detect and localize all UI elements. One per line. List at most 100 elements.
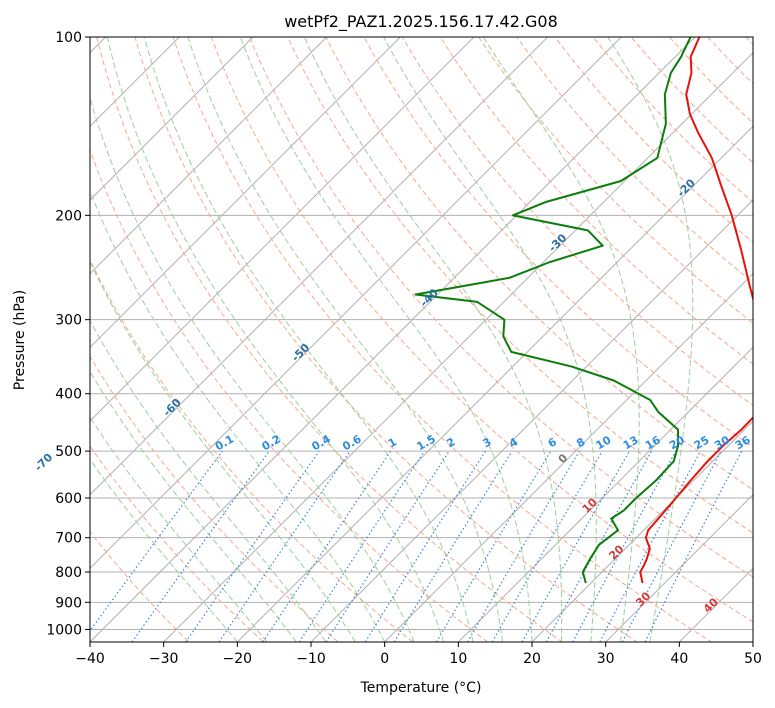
y-tick-label: 400 [55,387,82,403]
x-tick-label: 20 [523,651,541,667]
dry-adiabat-line [90,258,414,642]
mixing-ratio-label: 13 [621,433,641,452]
isotherm-line [605,493,753,642]
dry-adiabat-line [401,37,753,406]
dry-adiabat-label: -50 [289,341,312,364]
moist-adiabat-line [187,37,504,642]
moist-adiabat-line [90,319,327,642]
isotherm-line [752,641,753,642]
mixing-ratio-label: 3 [480,435,493,450]
mixing-ratio-line [545,450,653,642]
mixing-ratio-line [644,450,743,642]
dry-adiabat-label: -70 [32,451,55,474]
isotherm-line [90,37,254,201]
mixing-ratio-label: 0.1 [213,432,236,453]
profile-lines [414,37,753,584]
mixing-ratio-label: 16 [643,433,663,452]
mixing-ratio-label: 1 [386,435,399,450]
moist-adiabat-line [90,370,297,642]
dry-adiabat-line [516,37,753,284]
isotherm-line [678,567,753,642]
dry-adiabat-label: -60 [161,396,184,419]
moist-adiabat-line [239,37,533,642]
isotherm-line [531,420,753,642]
mixing-ratio-label: 36 [733,433,753,452]
mixing-ratio-line [218,450,351,642]
x-tick-label: 10 [449,651,467,667]
mixing-ratio-line [435,450,552,642]
x-tick-label: −20 [223,651,253,667]
isotherm-line [90,37,696,642]
moist-adiabat-line [90,96,415,642]
dry-adiabat-line [90,148,489,642]
dry-adiabat-line [90,355,339,642]
y-tick-label: 100 [55,30,82,46]
dry-adiabat-line [325,37,753,491]
mixing-ratio-line [521,450,631,642]
isotherm-line [457,346,753,642]
mixing-ratio-label: 0.2 [260,432,283,453]
dry-adiabat-line [134,37,638,642]
isotherm-line [90,37,549,496]
y-tick-label: 600 [55,491,82,507]
mixing-ratio-label: 1.5 [414,432,437,453]
background-lines [90,37,753,642]
isotherm-line [310,199,753,642]
isotherm-line [236,125,753,642]
temperature-line [639,37,753,584]
isotherm-line [384,272,753,642]
mixing-ratio-label: 2 [444,435,457,450]
y-axis-label: Pressure (hPa) [12,290,28,390]
dry-adiabat-label: -30 [546,231,569,254]
moist-adiabat-line [90,416,268,642]
mixing-ratio-label: 30 [712,433,732,452]
dry-adiabat-line [249,37,753,578]
y-tick-label: 200 [55,208,82,224]
mixing-ratio-line [185,450,320,642]
mixing-ratio-label: 0.6 [340,432,364,453]
dry-adiabat-label: -20 [675,176,698,199]
mixing-ratio-label: 10 [594,433,614,452]
mixing-ratio-line [491,450,603,642]
moist-adiabat-line [383,37,597,642]
dry-adiabat-line [90,531,190,642]
moist-adiabat-line [607,37,694,642]
isotherm-line [90,37,328,275]
dry-adiabat-line [90,445,265,642]
moist-adiabat-line [143,37,474,642]
plot-frame [89,36,754,643]
moist-adiabat-line [90,458,238,642]
dry-adiabat-line [172,37,713,642]
mixing-ratio-label: 20 [667,433,687,452]
axis-ticks: −40 −30 −20 −10 0 10 20 30 40 50 1000 900 800 700 600 5… [46,30,762,667]
y-tick-label: 900 [55,595,82,611]
x-tick-label: 0 [380,651,389,667]
y-tick-label: 700 [55,531,82,547]
chart-title: wetPf2_PAZ1.2025.156.17.42.G08 [284,12,558,32]
dewpoint-line [414,37,692,584]
isotherm-line [90,37,401,349]
isotherm-line [90,37,622,570]
dry-adiabat-label: 40 [701,595,721,615]
line-labels: 0.10.20.40.611.52346810131620253036-100-… [32,176,753,615]
mixing-ratio-line [364,450,486,642]
y-tick-label: 500 [55,444,82,460]
mixing-ratio-line [262,450,392,642]
moist-adiabat-line [90,189,386,642]
x-tick-label: −10 [296,651,326,667]
y-tick-label: 800 [55,565,82,581]
x-tick-label: 50 [744,651,762,667]
dry-adiabat-line [96,37,564,642]
x-tick-label: −40 [75,651,105,667]
y-tick-label: 1000 [46,622,82,638]
mixing-ratio-line [131,450,270,642]
x-axis-label: Temperature (°C) [360,680,482,696]
x-tick-label: −30 [149,651,179,667]
mixing-ratio-label: 6 [546,435,559,450]
mixing-ratio-label: 8 [574,435,587,450]
mixing-ratio-label: 4 [507,435,520,450]
mixing-ratio-label: 0.4 [310,432,334,453]
dry-adiabat-line [210,37,753,623]
mixing-ratio-line [325,450,450,642]
